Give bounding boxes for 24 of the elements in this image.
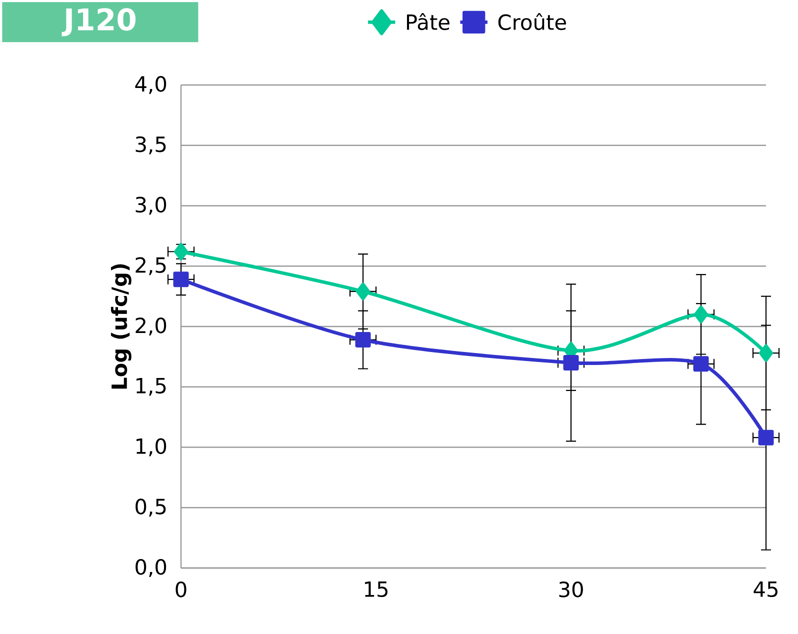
legend-label: Pâte — [406, 13, 450, 30]
point — [694, 306, 708, 324]
y-tick-label: 2,0 — [136, 318, 166, 336]
y-tick-label: 3,0 — [136, 196, 166, 215]
point — [759, 344, 774, 362]
x-tick-label: 15 — [364, 582, 388, 598]
legend-label: Croûte — [498, 13, 566, 30]
x-tick-label: 30 — [559, 582, 583, 598]
y-axis-title: Log (ufc/g) — [110, 264, 132, 389]
y-tick-label: 1,5 — [136, 378, 166, 396]
y-tick-label: 0,5 — [136, 498, 166, 517]
y-tick-label: 0,0 — [136, 559, 166, 577]
point — [758, 430, 774, 446]
y-tick-label: 4,0 — [135, 76, 166, 94]
point — [356, 282, 370, 300]
x-tick-label: 45 — [754, 582, 778, 598]
point — [563, 354, 579, 370]
y-tick-label: 1,0 — [136, 438, 166, 456]
text: J120 — [62, 8, 136, 36]
point — [355, 332, 371, 348]
x-tick-label: 0 — [176, 582, 186, 598]
y-tick-label: 3,5 — [136, 136, 166, 154]
point — [693, 356, 709, 372]
y-tick-label: 2,5 — [136, 257, 166, 276]
